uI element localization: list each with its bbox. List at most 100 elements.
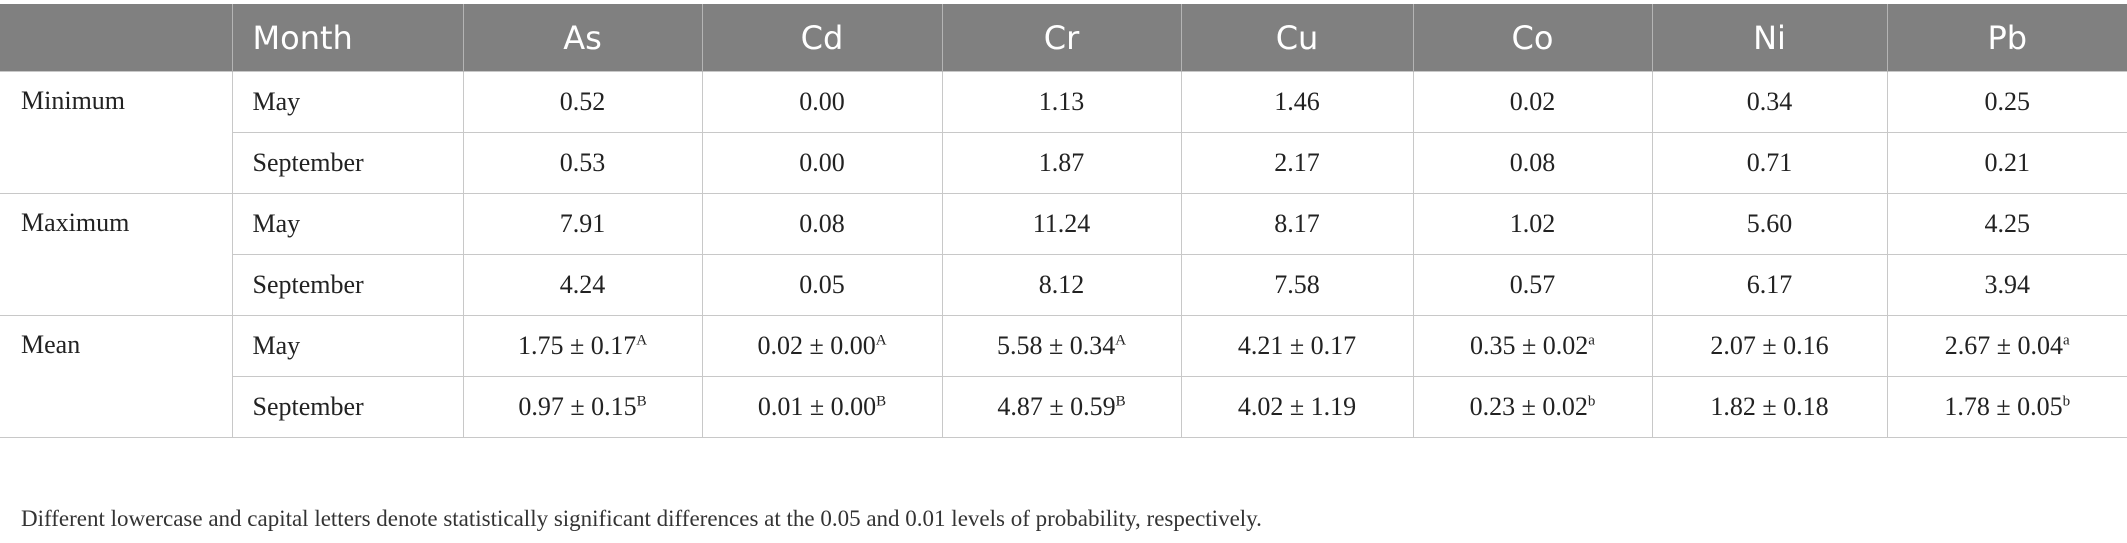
value-cell-co: 0.35 ± 0.02a [1412,315,1653,377]
header-blank [0,4,232,72]
value-cell-cr: 8.12 [941,254,1182,316]
significance-letter: a [1588,332,1595,349]
value-text: 0.02 ± 0.00 [757,331,876,360]
value-cell-as: 0.97 ± 0.15B [462,376,703,438]
table-body: Minimum May 0.52 0.00 1.13 1.46 0.02 0.34 0.25 Se… [0,71,2127,438]
value-cell-as: 0.52 [462,71,703,133]
value-text: 1.78 ± 0.05 [1944,392,2063,421]
table-row: September 0.97 ± 0.15B 0.01 ± 0.00B 4.87 ± … [0,376,2127,438]
value-text: 1.75 ± 0.17 [517,331,637,360]
header-cd: Cd [701,4,942,72]
month-cell: May [231,193,464,255]
header-co: Co [1412,4,1652,72]
statistic-label: Mean [0,315,233,438]
value-cell-cr: 5.58 ± 0.34A [941,315,1182,377]
significance-letter: B [636,393,647,410]
value-cell-cd: 0.00 [701,71,943,133]
value-text: 0.52 [559,87,606,116]
value-text: 0.00 [799,148,845,177]
footnote: Different lowercase and capital letters … [21,506,1262,531]
value-text: 7.58 [1274,270,1320,299]
significance-letter: A [1115,332,1127,349]
significance-letter: B [1115,393,1126,410]
value-text: 4.24 [559,270,606,299]
month-cell: May [231,315,464,377]
value-cell-pb: 3.94 [1886,254,2127,316]
significance-letter: b [1587,393,1596,410]
value-cell-cu: 4.02 ± 1.19 [1180,376,1414,438]
significance-letter: B [876,393,887,410]
value-text: 1.87 [1038,148,1085,177]
value-text: 8.17 [1274,209,1320,238]
month-cell: September [232,376,464,438]
header-month: Month [231,4,463,72]
value-text: 0.08 [1509,148,1556,177]
value-text: 8.12 [1038,270,1085,299]
value-cell-ni: 5.60 [1651,193,1888,255]
value-text: 0.23 ± 0.02 [1469,392,1588,421]
value-text: 0.00 [799,87,845,116]
value-text: 3.94 [1984,270,2031,299]
statistic-label: Minimum [0,71,233,194]
value-text: 0.08 [799,209,845,238]
value-text: 0.02 [1509,87,1556,116]
value-text: 5.60 [1746,209,1793,238]
value-text: 1.46 [1274,87,1320,116]
value-text: 0.53 [559,148,606,177]
value-cell-pb: 4.25 [1886,193,2127,255]
value-cell-pb: 0.25 [1886,71,2127,133]
value-cell-as: 1.75 ± 0.17A [462,315,703,377]
value-cell-ni: 2.07 ± 0.16 [1651,315,1888,377]
value-cell-cu: 1.46 [1180,71,1414,133]
header-cu: Cu [1180,4,1413,72]
value-cell-pb: 2.67 ± 0.04a [1886,315,2127,377]
table-row: Mean May 1.75 ± 0.17A 0.02 ± 0.00A 5.58 ± 0.… [0,315,2127,438]
header-as: As [462,4,702,72]
value-text: 1.13 [1038,87,1085,116]
value-cell-cd: 0.02 ± 0.00A [701,315,943,377]
value-cell-cr: 4.87 ± 0.59B [941,376,1182,438]
value-cell-co: 0.02 [1412,71,1653,133]
value-text: 2.67 ± 0.04 [1944,331,2064,360]
table-row: Maximum May 7.91 0.08 11.24 8.17 1.02 5.60 4.25 [0,193,2127,316]
value-text: 4.87 ± 0.59 [997,392,1116,421]
value-text: 7.91 [559,209,606,238]
significance-letter: b [2062,393,2071,410]
header-ni: Ni [1651,4,1887,72]
statistic-label: Maximum [0,193,233,316]
value-text: 1.82 ± 0.18 [1710,392,1829,421]
table-row: September 0.53 0.00 1.87 2.17 0.08 0.71 0.21 [0,132,2127,194]
significance-letter: a [2063,332,2070,349]
value-cell-pb: 0.21 [1886,132,2127,194]
value-text: 6.17 [1746,270,1793,299]
table-row: Minimum May 0.52 0.00 1.13 1.46 0.02 0.34 0.25 [0,71,2127,194]
value-cell-co: 0.08 [1412,132,1653,194]
value-cell-cu: 2.17 [1180,132,1414,194]
value-cell-ni: 0.34 [1651,71,1888,133]
value-cell-cd: 0.00 [701,132,943,194]
value-cell-cu: 4.21 ± 0.17 [1180,315,1414,377]
month-cell: May [231,71,464,133]
value-text: 2.17 [1274,148,1320,177]
value-text: 0.25 [1984,87,2031,116]
value-cell-pb: 1.78 ± 0.05b [1886,376,2127,438]
significance-letter: A [875,332,887,349]
value-text: 0.05 [799,270,845,299]
value-cell-cr: 1.13 [941,71,1182,133]
value-cell-cd: 0.05 [701,254,943,316]
significance-letter: A [636,332,648,349]
value-cell-ni: 0.71 [1651,132,1888,194]
value-cell-co: 0.57 [1412,254,1653,316]
value-cell-as: 0.53 [462,132,703,194]
value-cell-cu: 7.58 [1180,254,1414,316]
value-cell-cu: 8.17 [1180,193,1414,255]
value-text: 4.21 ± 0.17 [1237,331,1357,360]
value-text: 0.97 ± 0.15 [518,392,637,421]
value-cell-ni: 1.82 ± 0.18 [1651,376,1888,438]
value-cell-cr: 1.87 [941,132,1182,194]
value-text: 0.21 [1984,148,2031,177]
table-row: September 4.24 0.05 8.12 7.58 0.57 6.17 3.94 [0,254,2127,316]
header-row: Month As Cd Cr Cu Co Ni Pb [0,4,2127,72]
value-text: 0.71 [1746,148,1793,177]
value-cell-cr: 11.24 [941,193,1182,255]
